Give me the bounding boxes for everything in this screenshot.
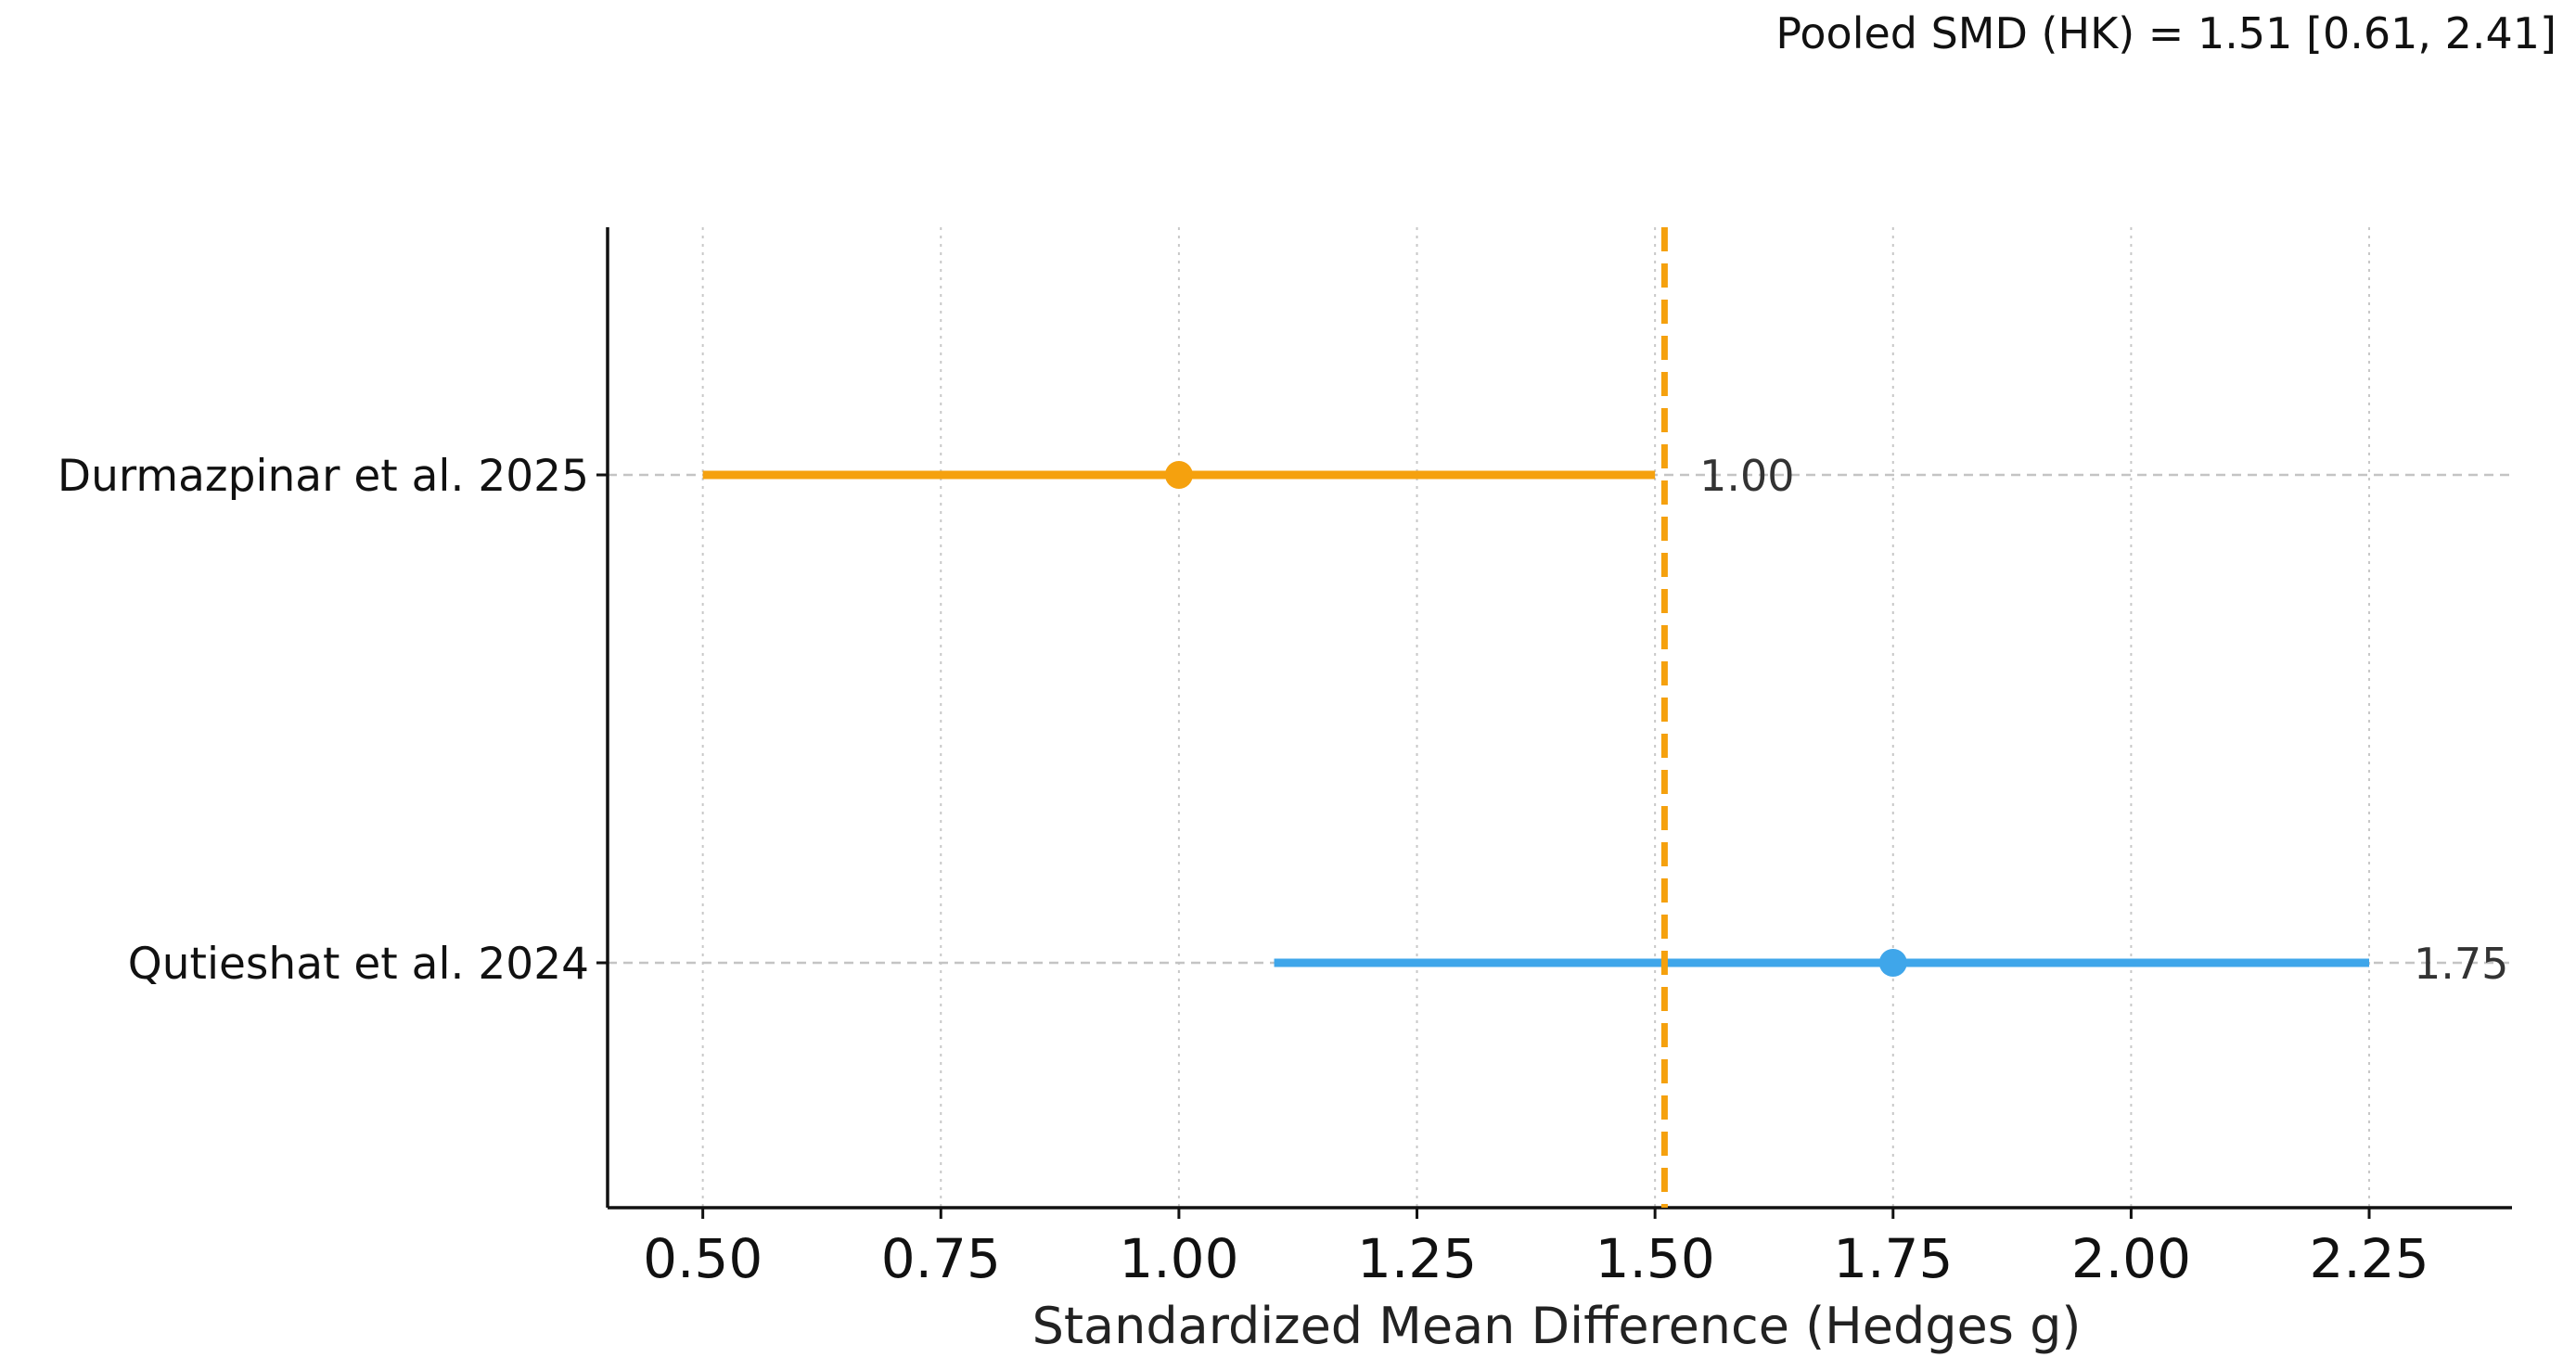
x-tick-label-2: 1.00	[1119, 1227, 1238, 1290]
study-label-0: Durmazpinar et al. 2025	[58, 451, 589, 502]
study-value-label-0: 1.00	[1699, 451, 1794, 501]
x-tick-label-5: 1.75	[1833, 1227, 1953, 1290]
x-tick-label-3: 1.25	[1357, 1227, 1477, 1290]
x-tick-label-1: 0.75	[881, 1227, 1001, 1290]
grid-layer	[608, 227, 2512, 1208]
chart-title: Pooled SMD (HK) = 1.51 [0.61, 2.41]	[1775, 8, 2557, 58]
x-tick-label-4: 1.50	[1596, 1227, 1715, 1290]
study-point-1	[1878, 949, 1907, 977]
x-axis-label: Standardized Mean Difference (Hedges g)	[1032, 1297, 2082, 1355]
study-point-0	[1164, 461, 1193, 489]
axes-layer	[596, 227, 2512, 1219]
x-tick-label-7: 2.25	[2309, 1227, 2429, 1290]
x-tick-label-0: 0.50	[643, 1227, 763, 1290]
x-tick-label-6: 2.00	[2071, 1227, 2191, 1290]
marks-layer	[702, 227, 2370, 1208]
study-value-label-1: 1.75	[2414, 939, 2508, 989]
study-label-1: Qutieshat et al. 2024	[128, 939, 589, 990]
text-layer: Pooled SMD (HK) = 1.51 [0.61, 2.41] Stan…	[58, 8, 2557, 1355]
